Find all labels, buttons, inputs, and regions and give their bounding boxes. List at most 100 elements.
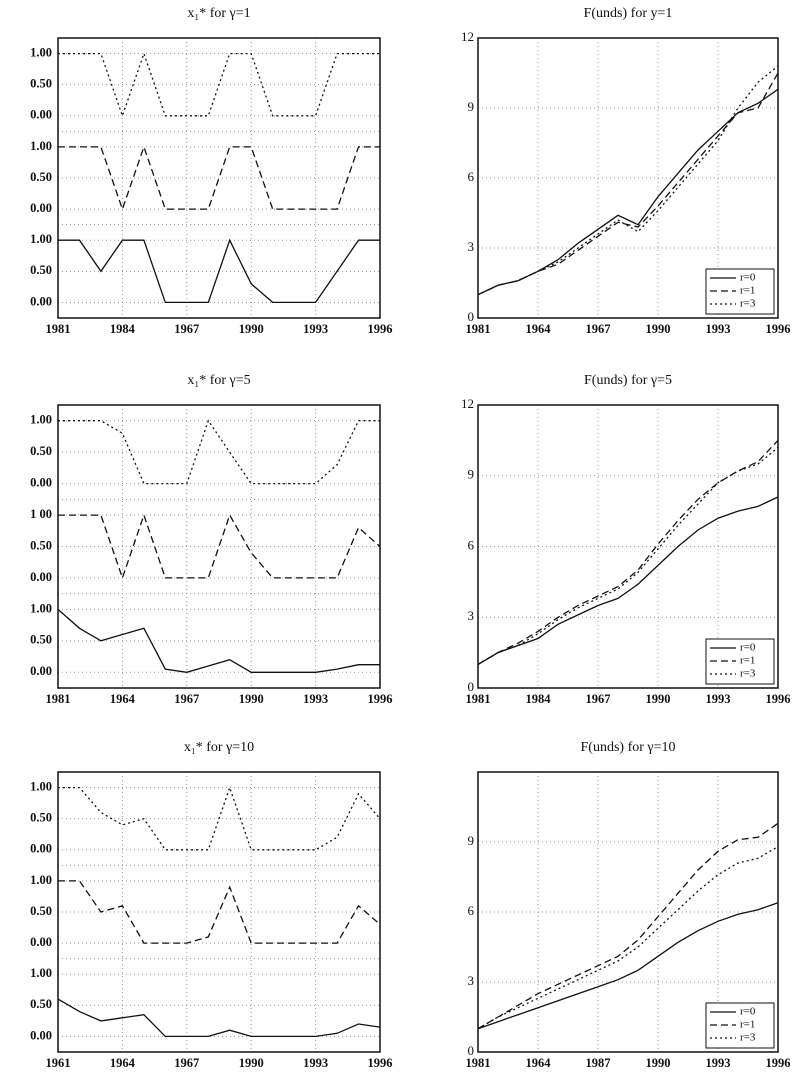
x-tick-label: 1984 bbox=[110, 322, 136, 336]
x-tick-label: 1967 bbox=[174, 322, 199, 336]
plot-frame bbox=[477, 404, 779, 689]
x-tick-label: 1967 bbox=[174, 1056, 199, 1070]
legend-label: r=1 bbox=[740, 1019, 755, 1031]
y-tick-label: 12 bbox=[461, 29, 474, 44]
x-tick-label: 1996 bbox=[766, 692, 791, 706]
plot-frame bbox=[57, 404, 381, 689]
x-tick-label: 1990 bbox=[646, 692, 671, 706]
series-line bbox=[477, 439, 779, 665]
series-line bbox=[477, 496, 779, 665]
y-tick-label: 1.00 bbox=[30, 45, 52, 59]
series-line bbox=[58, 51, 380, 118]
legend-label: r=0 bbox=[740, 1006, 756, 1018]
y-tick-label: 9 bbox=[468, 467, 475, 482]
x-tick-label: 1964 bbox=[526, 322, 552, 336]
y-tick-label: 9 bbox=[468, 99, 475, 114]
y-tick-label: 0.00 bbox=[30, 201, 52, 215]
y-tick-label: 1.00 bbox=[30, 779, 52, 793]
series-line bbox=[477, 446, 779, 665]
series-line bbox=[477, 65, 779, 296]
legend-label: r=1 bbox=[740, 285, 755, 297]
y-tick-label: 0 bbox=[468, 679, 475, 694]
x-tick-label: 1964 bbox=[526, 1056, 552, 1070]
chart-title: x₁* for γ=5 bbox=[187, 373, 250, 388]
x-tick-label: 1981 bbox=[46, 322, 71, 336]
x-tick-label: 1964 bbox=[110, 692, 136, 706]
y-tick-label: 3 bbox=[468, 608, 475, 623]
x-tick-label: 1967 bbox=[586, 692, 611, 706]
y-tick-label: 3 bbox=[468, 239, 475, 254]
y-tick-label: 0.50 bbox=[30, 633, 52, 647]
legend-label: r=3 bbox=[740, 298, 756, 310]
series-line bbox=[58, 238, 380, 304]
chart-title: F(unds) for y=1 bbox=[584, 6, 673, 21]
series-line bbox=[58, 785, 381, 851]
y-tick-label: 1 00 bbox=[30, 507, 52, 521]
chart-title: F(unds) for γ=5 bbox=[584, 373, 672, 388]
y-tick-label: 0.00 bbox=[30, 294, 52, 308]
x-tick-label: 1990 bbox=[239, 692, 264, 706]
series-line bbox=[58, 419, 380, 485]
x-tick-label: 1993 bbox=[303, 322, 328, 336]
y-tick-label: 0.50 bbox=[30, 444, 52, 458]
plot-frame bbox=[477, 37, 779, 319]
x-tick-label: 1967 bbox=[586, 322, 611, 336]
y-tick-label: 1.00 bbox=[30, 873, 52, 887]
y-tick-label: 0 bbox=[468, 1043, 475, 1058]
series-line bbox=[57, 608, 380, 673]
y-tick-label: 0.50 bbox=[30, 997, 52, 1011]
y-tick-label: 0.00 bbox=[30, 570, 52, 584]
y-tick-label: 1.00 bbox=[30, 966, 52, 980]
plot-frame bbox=[57, 37, 381, 319]
x-tick-label: 1984 bbox=[526, 692, 552, 706]
legend-label: r=3 bbox=[740, 668, 756, 680]
y-tick-label: 1.00 bbox=[30, 232, 52, 246]
x-tick-label: 1967 bbox=[174, 692, 199, 706]
y-tick-label: 0.00 bbox=[30, 108, 52, 122]
plot-frame bbox=[477, 771, 779, 1053]
series-line bbox=[477, 822, 779, 1030]
chart-title: F(unds) for γ=10 bbox=[581, 740, 676, 755]
x-tick-label: 1990 bbox=[646, 1056, 671, 1070]
legend-label: r=0 bbox=[740, 642, 756, 654]
x-tick-label: 1993 bbox=[303, 1056, 328, 1070]
y-tick-label: 9 bbox=[468, 833, 475, 848]
y-tick-label: 0.00 bbox=[30, 475, 52, 489]
legend-label: r=3 bbox=[740, 1032, 756, 1044]
x-tick-label: 1990 bbox=[646, 322, 671, 336]
y-tick-label: 0.50 bbox=[30, 77, 52, 91]
y-tick-label: 6 bbox=[468, 903, 475, 918]
y-tick-label: 0 bbox=[468, 309, 475, 324]
x-tick-label: 1996 bbox=[766, 1056, 791, 1070]
y-tick-label: 0.50 bbox=[30, 538, 52, 552]
y-tick-label: 0.00 bbox=[30, 935, 52, 949]
y-tick-label: 1.00 bbox=[30, 413, 52, 427]
y-tick-label: 6 bbox=[468, 169, 475, 184]
x-tick-label: 1981 bbox=[46, 692, 71, 706]
x-tick-label: 1996 bbox=[766, 322, 791, 336]
x-tick-label: 1993 bbox=[706, 1056, 731, 1070]
x-tick-label: 1996 bbox=[368, 692, 393, 706]
legend-box bbox=[705, 268, 775, 315]
y-tick-label: 0.50 bbox=[30, 170, 52, 184]
y-tick-label: 0.50 bbox=[30, 263, 52, 277]
y-tick-label: 0.50 bbox=[30, 904, 52, 918]
x-tick-label: 1993 bbox=[706, 322, 731, 336]
x-tick-label: 1981 bbox=[466, 692, 491, 706]
x-tick-label: 1981 bbox=[466, 322, 491, 336]
x-tick-label: 1990 bbox=[239, 322, 264, 336]
y-tick-label: 3 bbox=[468, 973, 475, 988]
legend-box bbox=[705, 638, 775, 685]
x-tick-label: 1981 bbox=[466, 1056, 491, 1070]
y-tick-label: 1.00 bbox=[30, 139, 52, 153]
y-tick-label: 0.00 bbox=[30, 1028, 52, 1042]
chart-title: x₁* for γ=10 bbox=[184, 740, 254, 755]
series-line bbox=[58, 144, 380, 212]
series-line bbox=[477, 902, 779, 1030]
y-tick-label: 0.00 bbox=[30, 842, 52, 856]
x-tick-label: 1987 bbox=[586, 1056, 611, 1070]
series-line bbox=[477, 72, 779, 296]
series-line bbox=[477, 846, 779, 1030]
plot-frame bbox=[57, 771, 381, 1053]
